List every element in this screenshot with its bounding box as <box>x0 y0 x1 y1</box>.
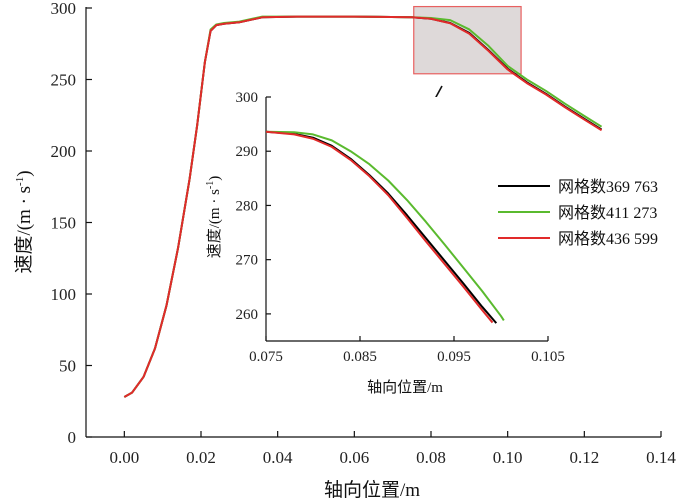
x-tick-label-0-00: 0.00 <box>109 448 139 467</box>
x-tick-label-0-08: 0.08 <box>416 448 446 467</box>
inset-y-axis-label: 速度/(m · s-1) <box>205 176 223 259</box>
x-tick-label-0-12: 0.12 <box>569 448 599 467</box>
legend-label-436599: 网格数436 599 <box>558 230 658 248</box>
x-tick-label-0-04: 0.04 <box>263 448 293 467</box>
x-tick-label-0-14: 0.14 <box>646 448 676 467</box>
y-axis-label: 速度/(m · s-1) <box>13 170 35 273</box>
legend-label-369763: 网格数369 763 <box>558 178 658 196</box>
inset-series-line-411273 <box>266 130 505 321</box>
inset-x-tick-label-0-105: 0.105 <box>531 349 565 365</box>
inset-series-line-369763 <box>266 130 498 324</box>
y-tick-label-100: 100 <box>51 285 77 304</box>
y-tick-label-150: 150 <box>51 214 77 233</box>
x-tick-label-0-10: 0.10 <box>493 448 523 467</box>
inset-x-tick-label-0-095: 0.095 <box>437 349 471 365</box>
y-tick-label-300: 300 <box>51 0 77 18</box>
inset-y-tick-label-270: 270 <box>236 253 259 269</box>
inset-y-tick-label-300: 300 <box>236 90 259 106</box>
series-line-436599 <box>123 15 603 398</box>
legend: 网格数369 763 网格数411 273 网格数436 599 <box>498 178 658 248</box>
legend-label-411273: 网格数411 273 <box>558 204 657 222</box>
x-tick-label-0-06: 0.06 <box>339 448 369 467</box>
inset-x-axis-label: 轴向位置/m <box>367 379 443 396</box>
inset-x-tick-label-0-075: 0.075 <box>249 349 283 365</box>
y-tick-label-250: 250 <box>51 71 77 90</box>
inset-x-tick-label-0-085: 0.085 <box>343 349 377 365</box>
y-tick-label-200: 200 <box>51 142 77 161</box>
x-tick-label-0-02: 0.02 <box>186 448 216 467</box>
inset-series-line-436599 <box>266 130 494 324</box>
y-tick-label-50: 50 <box>59 357 76 376</box>
inset-y-tick-label-280: 280 <box>236 198 259 214</box>
inset-y-tick-label-260: 260 <box>236 307 259 323</box>
inset-y-tick-label-290: 290 <box>236 144 259 160</box>
y-tick-label-0: 0 <box>68 428 77 447</box>
x-axis-label: 轴向位置/m <box>324 479 420 501</box>
